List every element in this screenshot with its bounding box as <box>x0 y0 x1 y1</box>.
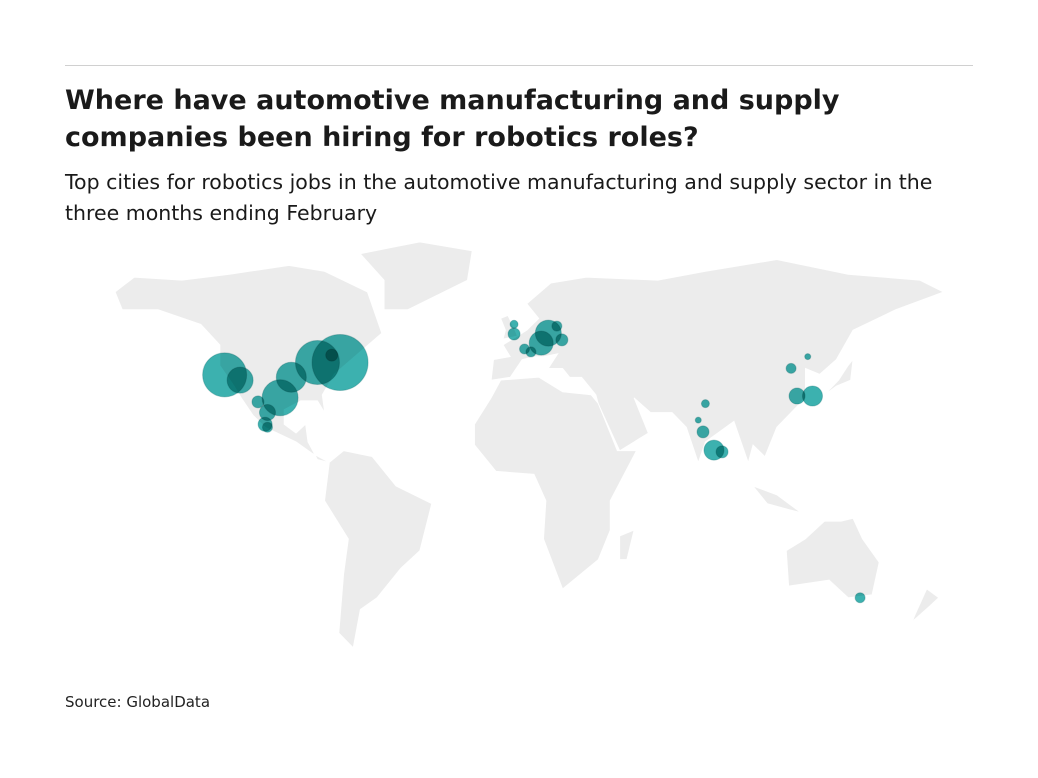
landmass-south-america <box>324 450 433 649</box>
landmass-madagascar <box>619 529 635 560</box>
landmass-africa <box>474 376 638 590</box>
city-bubble-25[interactable] <box>696 425 710 439</box>
city-bubble-11[interactable] <box>507 327 521 341</box>
city-bubble-1[interactable] <box>226 366 254 394</box>
city-bubble-20[interactable] <box>804 353 812 361</box>
city-bubble-23[interactable] <box>700 399 710 409</box>
city-bubble-18[interactable] <box>555 333 569 347</box>
chart-title: Where have automotive manufacturing and … <box>65 85 840 153</box>
city-bubble-28[interactable] <box>854 592 866 604</box>
city-bubble-17[interactable] <box>551 320 563 332</box>
city-bubble-10[interactable] <box>261 421 273 433</box>
city-bubble-6[interactable] <box>325 348 339 362</box>
city-bubble-24[interactable] <box>694 416 702 424</box>
top-rule <box>65 65 973 66</box>
source-note: Source: GlobalData <box>65 693 211 711</box>
city-bubble-5[interactable] <box>311 334 369 392</box>
chart-subtitle: Top cities for robotics jobs in the auto… <box>65 170 933 225</box>
landmass-eurasia <box>490 259 945 464</box>
city-bubble-7[interactable] <box>251 395 265 409</box>
landmass-indonesia <box>740 471 801 513</box>
landmass-japan <box>824 358 854 396</box>
city-bubble-16[interactable] <box>525 346 537 358</box>
city-bubble-22[interactable] <box>802 385 823 407</box>
landmass-greenland <box>359 241 473 311</box>
city-bubble-12[interactable] <box>509 319 519 329</box>
landmass-australia <box>785 517 880 599</box>
landmass-new-zealand <box>912 588 940 622</box>
city-bubble-27[interactable] <box>715 445 729 459</box>
city-bubble-19[interactable] <box>785 362 797 374</box>
